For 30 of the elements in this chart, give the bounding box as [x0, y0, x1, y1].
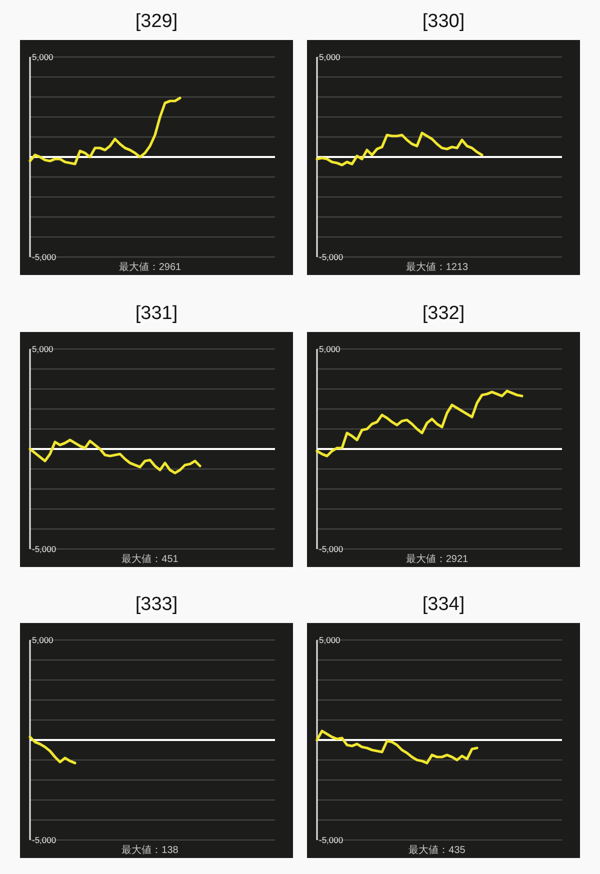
- chart-title: [329]: [135, 11, 178, 32]
- chart-title: [331]: [135, 303, 178, 324]
- line-series: [316, 730, 478, 764]
- y-tick-label: 5,000: [32, 52, 54, 62]
- chart-title: [333]: [135, 594, 178, 615]
- y-tick-label: -5,000: [32, 835, 56, 845]
- text: 最大値：451: [122, 553, 179, 565]
- line-series: [28, 736, 76, 764]
- chart-title: [330]: [422, 11, 465, 32]
- y-tick-label: 5,000: [319, 344, 341, 354]
- line-series: [316, 390, 524, 458]
- y-tick-label: 5,000: [319, 52, 341, 62]
- y-tick-label: -5,000: [319, 835, 344, 845]
- text: 最大値：2921: [406, 553, 469, 565]
- y-tick-label: -5,000: [319, 544, 344, 554]
- chart-title: [332]: [422, 303, 465, 324]
- y-tick-label: 5,000: [32, 344, 54, 354]
- y-tick-label: 5,000: [32, 635, 54, 645]
- y-tick-label: -5,000: [32, 252, 56, 262]
- y-tick-label: 5,000: [319, 635, 341, 645]
- line-series: [28, 438, 202, 474]
- line-series: [28, 96, 182, 166]
- text: 最大値：138: [122, 844, 179, 856]
- text: 最大値：435: [408, 844, 466, 856]
- y-tick-label: -5,000: [32, 544, 56, 554]
- line-series: [316, 132, 484, 166]
- text: 最大値：2961: [118, 261, 182, 273]
- chart-title: [334]: [422, 594, 465, 615]
- text: 最大値：1213: [406, 261, 469, 273]
- y-tick-label: -5,000: [319, 252, 344, 262]
